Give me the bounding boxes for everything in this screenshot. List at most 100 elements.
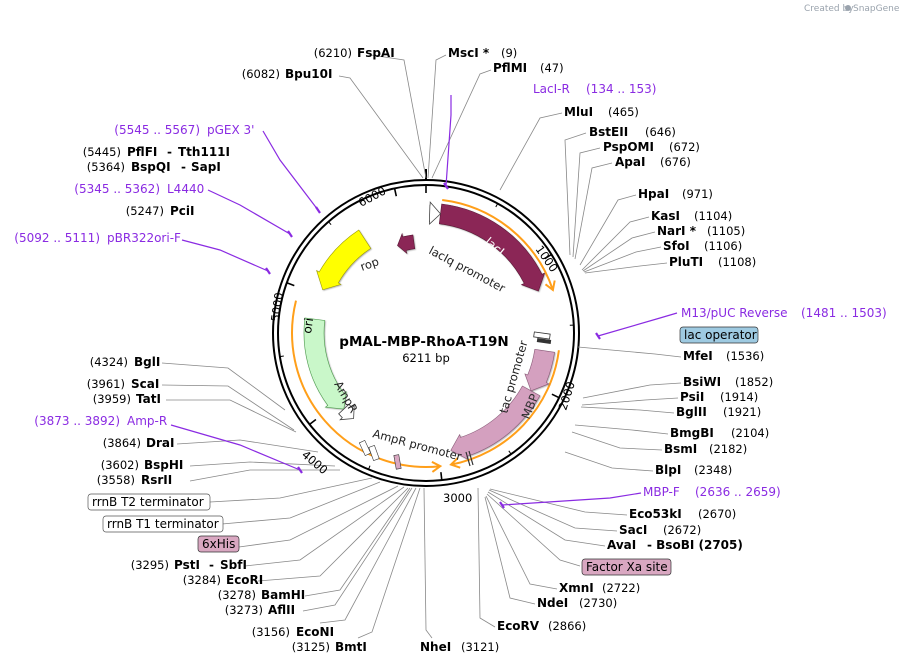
site-BglI[interactable]: BglI — [134, 355, 160, 369]
feature-AmpR[interactable] — [291, 300, 443, 473]
site-SacI[interactable]: SacI — [619, 523, 647, 537]
site-pos: (3864) — [103, 436, 141, 450]
site-BmtI[interactable]: BmtI — [335, 640, 367, 654]
site-pos: (971) — [682, 187, 713, 201]
site-SfoI[interactable]: SfoI — [663, 239, 690, 253]
primer-site-mark — [315, 206, 321, 214]
site-pos: (2670) — [698, 507, 736, 521]
site-BlpI[interactable]: BlpI — [655, 463, 681, 477]
site-BsiWI[interactable]: BsiWI — [683, 375, 721, 389]
site-EcoNI[interactable]: EcoNI — [296, 625, 334, 639]
site-pos: (47) — [540, 61, 564, 75]
site-NdeI[interactable]: NdeI — [537, 596, 568, 610]
site-leader-line — [485, 495, 558, 590]
site-AflII[interactable]: AflII — [268, 603, 295, 617]
site-ApaI[interactable]: ApaI — [615, 155, 645, 169]
feature-MBP[interactable] — [449, 348, 560, 469]
lac-operator-box[interactable]: lac operator — [679, 326, 759, 344]
site-TatI[interactable]: TatI — [136, 392, 161, 406]
tick-label-3000: 3000 — [443, 491, 472, 505]
site-Tth111I[interactable]: Tth111I — [178, 145, 230, 159]
site-leader-line — [582, 231, 656, 272]
site-DraI[interactable]: DraI — [146, 436, 174, 450]
site-EcoRI[interactable]: EcoRI — [226, 573, 263, 587]
primer-Amp-R[interactable]: Amp-R — [127, 414, 167, 428]
site-pos: (4324) — [90, 355, 128, 369]
his-box[interactable]: 6xHis — [197, 535, 240, 553]
site-leader-line — [580, 406, 675, 414]
site-BsmI[interactable]: BsmI — [664, 442, 697, 456]
rrnB-T2-box[interactable]: rrnB T2 terminator — [87, 493, 211, 511]
feature-ori[interactable] — [316, 229, 372, 291]
rrnB-T2-label: rrnB T2 terminator — [92, 495, 204, 509]
primer-leader-line — [445, 95, 452, 187]
primer-M13-pUC-Reverse[interactable]: M13/pUC Reverse — [681, 306, 788, 320]
site-BamHI[interactable]: BamHI — [261, 588, 305, 602]
tick-mark — [368, 465, 371, 470]
site-BmgBI[interactable]: BmgBI — [670, 426, 714, 440]
site-Bpu10I[interactable]: Bpu10I — [285, 67, 332, 81]
site-PluTI[interactable]: PluTI — [669, 255, 703, 269]
site-pos: (3295) — [131, 558, 169, 572]
site-PsiI[interactable]: PsiI — [680, 390, 704, 404]
site-HpaI[interactable]: HpaI — [638, 187, 669, 201]
lac-operator-mark — [533, 331, 551, 340]
primer-range: (3873 .. 3892) — [34, 414, 120, 428]
site-leader-line — [577, 346, 682, 358]
site-Eco53kI[interactable]: Eco53kI — [629, 507, 682, 521]
feature-rop[interactable] — [397, 232, 416, 255]
site-pos: (465) — [608, 105, 639, 119]
primer-pBR322ori-F[interactable]: pBR322ori-F — [107, 231, 181, 245]
site-KasI[interactable]: KasI — [651, 209, 680, 223]
site-pos: (672) — [669, 140, 700, 154]
feature-lacIq-promoter[interactable] — [428, 201, 442, 226]
site-EcoRV[interactable]: EcoRV — [497, 619, 540, 633]
site-leader-line — [257, 487, 409, 582]
site-BspQI[interactable]: BspQI — [131, 160, 171, 174]
site-leader-line — [487, 491, 606, 547]
site-PstI[interactable]: PstI — [174, 558, 200, 572]
site-BstEII[interactable]: BstEII — [589, 125, 628, 139]
primer-LacI-R[interactable]: LacI-R — [533, 82, 570, 96]
site-MluI[interactable]: MluI — [564, 105, 593, 119]
site-leader-line — [238, 485, 399, 548]
site-leader-line — [572, 147, 601, 258]
site-SapI[interactable]: SapI — [191, 160, 221, 174]
site-FspAI[interactable]: FspAI — [357, 46, 395, 60]
site-pos: (2104) — [731, 426, 769, 440]
site-pos: (9) — [501, 46, 517, 60]
site-leader-line — [370, 54, 427, 179]
tick-mark — [393, 188, 398, 197]
primer-MBP-F[interactable]: MBP-F — [643, 485, 680, 499]
site-PflFI[interactable]: PflFI — [127, 145, 157, 159]
site-RsrII[interactable]: RsrII — [141, 473, 172, 487]
site-leader-line — [499, 112, 563, 191]
factor-xa-box[interactable]: Factor Xa site — [581, 558, 672, 576]
AmpR-arrow — [303, 317, 347, 410]
site-leader-line — [582, 382, 682, 399]
site-dash: - — [167, 145, 172, 159]
feature-lacI[interactable] — [438, 199, 556, 292]
site-SbfI[interactable]: SbfI — [220, 558, 247, 572]
tac-mark — [536, 338, 552, 344]
ori-arrow — [316, 229, 372, 291]
site-PflMI[interactable]: PflMI — [493, 61, 527, 75]
factor-xa-label: Factor Xa site — [586, 560, 668, 574]
primer-pGEX3[interactable]: pGEX 3' — [207, 123, 254, 137]
rrnB-T1-box[interactable]: rrnB T1 terminator — [102, 515, 224, 533]
site-pos: (3961) — [87, 377, 125, 391]
site-BglII[interactable]: BglII — [676, 405, 707, 419]
site-ScaI[interactable]: ScaI — [131, 377, 159, 391]
site-PciI[interactable]: PciI — [170, 204, 195, 218]
site-NarI[interactable]: NarI * — [657, 224, 697, 238]
site-MfeI[interactable]: MfeI — [683, 349, 713, 363]
site-AvaI[interactable]: AvaI — [607, 538, 636, 552]
site-PspOMI[interactable]: PspOMI — [603, 140, 654, 154]
site-XmnI[interactable]: XmnI — [559, 581, 594, 595]
site-NheI[interactable]: NheI — [420, 640, 451, 654]
credit-brand: SnapGene — [853, 4, 900, 14]
site-leader-line — [581, 397, 679, 406]
site-MscI[interactable]: MscI * — [448, 46, 490, 60]
primer-L4440[interactable]: L4440 — [167, 182, 204, 196]
site-BspHI[interactable]: BspHI — [144, 458, 183, 472]
